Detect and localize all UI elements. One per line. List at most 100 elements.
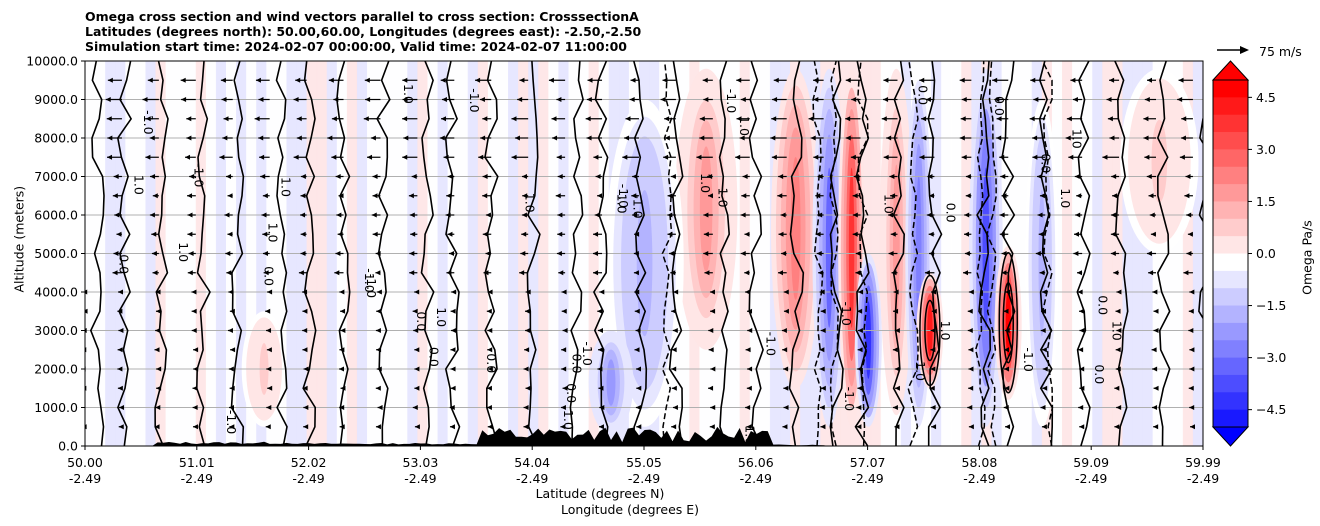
colorbar-segment [1213,253,1248,272]
wind-vector-head [594,212,600,218]
quiver-key [1217,46,1249,54]
wind-vector-head [1148,193,1154,199]
wind-vector-head [894,385,900,391]
wind-vector-head [441,97,447,102]
wind-vector-head [1039,270,1045,276]
wind-vector-head [514,135,520,141]
wind-vector-head [929,251,935,256]
wind-vector-head [883,77,889,83]
wind-vector-head [483,270,489,276]
wind-vector-head [1001,193,1007,199]
wind-vector-head [336,212,342,218]
wind-vector-head [742,174,748,179]
wind-vector-head [296,135,302,141]
wind-vector-head [479,97,485,102]
wind-vector-head [85,347,87,353]
wind-vector-head [599,405,605,410]
contour-label: -1.0 [191,163,206,187]
wind-vector-head [929,385,935,391]
wind-vector-head [440,77,446,83]
wind-vector-head [1153,424,1159,430]
wind-vector-head [669,251,675,256]
y-tick-label: 4000.0 [34,285,78,300]
wind-vector-head [813,97,819,102]
contour-label: 1.0 [882,194,897,214]
wind-vector-head [744,289,750,295]
wind-vector-head [889,174,895,179]
wind-vector-head [254,116,260,122]
wind-vector-head [1143,135,1149,141]
wind-vector-head [300,212,306,218]
wind-vector-head [521,231,527,237]
wind-vector-head [1003,347,1009,353]
wind-vector-head [624,135,630,141]
wind-vector-head [376,308,382,314]
wind-vector-head [1153,385,1159,391]
x-tick-label-lat: 59.09 [1073,455,1109,470]
wind-vector-head [815,231,821,237]
wind-vector-head [155,328,161,333]
wind-vector-head [376,347,382,353]
wind-vector-head [1076,193,1082,199]
wind-vector-head [820,308,826,314]
wind-vector-head [857,308,863,314]
wind-vector-head [413,328,419,333]
wind-vector-head [1079,308,1085,314]
wind-vector-head [1003,308,1009,314]
wind-vector-head [702,77,708,83]
wind-vector-head [1186,212,1192,218]
x-tick-label-lat: 53.03 [403,455,439,470]
wind-vector-head [117,347,123,353]
wind-vector-head [75,78,80,83]
wind-vector-head [487,347,493,353]
contour-line-negative [812,61,824,446]
wind-vector-head [1189,405,1195,410]
wind-vector-head [1144,154,1150,160]
wind-vector-head [597,347,603,353]
wind-vector-head [1029,116,1035,122]
wind-vector-head [485,251,491,256]
wind-vector-head [152,193,158,199]
wind-vector-head [586,97,592,102]
wind-vector-head [855,251,861,256]
wind-vector-head [181,97,187,102]
contour-line [1114,61,1129,446]
wind-vector-head [147,77,153,83]
contour-line-negative [974,61,986,446]
wind-vector-head [636,424,642,430]
wind-vector-head [852,212,858,218]
wind-vector-head [486,308,492,314]
wind-vector-head [928,231,934,237]
wind-vector-head [412,405,418,410]
wind-vector-head [118,424,124,430]
wind-vector-head [229,385,235,391]
wind-vector-head [300,193,306,199]
omega-feature-level [1038,189,1046,337]
wind-vector-head [745,405,751,410]
contour-line [718,61,731,446]
contour-label: 0.0 [1039,153,1054,173]
wind-vector-head [525,328,531,333]
wind-vector-head [475,77,481,83]
wind-vector-head [402,154,408,160]
wind-vector-head [959,135,965,141]
wind-vector-head [339,366,345,372]
wind-vector-head [708,328,714,333]
wind-vector-head [450,385,456,391]
wind-vector-head [1153,328,1159,333]
contour-line [420,61,435,446]
wind-vector-head [561,366,567,372]
wind-vector-head [585,116,591,122]
colorbar-segment [1213,80,1248,98]
wind-vector-head [219,154,225,160]
wind-vectors [75,77,1196,430]
wind-vector-head [300,231,306,237]
wind-vector-head [921,116,927,122]
contour-label: -1.0 [764,332,779,356]
wind-vector-head [486,405,492,410]
wind-vector-head [1041,308,1047,314]
wind-vector-head [894,366,900,372]
wind-vector-head [1074,231,1080,237]
contour-label: -1.0 [362,268,377,292]
wind-vector-head [1146,174,1152,179]
